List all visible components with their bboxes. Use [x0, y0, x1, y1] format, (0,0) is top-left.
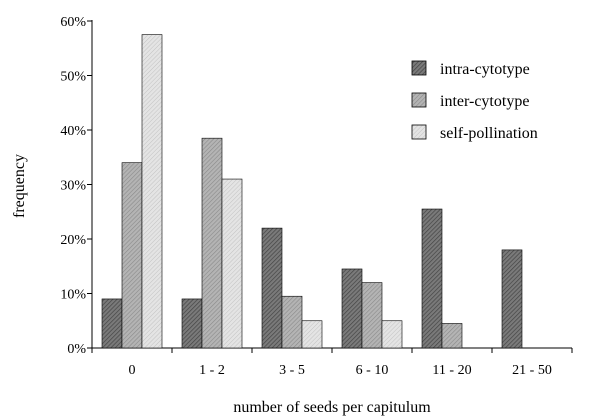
y-tick-label: 60%: [60, 15, 86, 30]
bar-inter-cytotype-4: [441, 323, 463, 349]
bar-intra-cytotype-1: [181, 298, 203, 349]
y-ticks: 0% 10% 20% 30% 40% 50% 60%: [60, 15, 92, 357]
y-axis-title: frequency: [11, 154, 28, 218]
bar-self-pollination-2: [301, 320, 323, 349]
bar-inter-cytotype-2: [281, 295, 303, 349]
legend-swatch: [411, 124, 427, 140]
bar-inter-cytotype-0: [121, 162, 143, 349]
bar-intra-cytotype-5: [501, 249, 523, 349]
x-tick-label: 1 - 2: [199, 363, 225, 378]
x-tick-label: 21 - 50: [512, 363, 552, 378]
bar-intra-cytotype-0: [101, 298, 123, 349]
legend-label: intra-cytotype: [440, 61, 530, 78]
bar-inter-cytotype-3: [361, 282, 383, 349]
bar-self-pollination-0: [141, 34, 163, 349]
legend-swatch: [411, 92, 427, 108]
y-tick-label: 50%: [60, 70, 86, 85]
bar-intra-cytotype-4: [421, 208, 443, 349]
y-tick-label: 20%: [60, 233, 86, 248]
y-tick-label: 10%: [60, 288, 86, 303]
legend-label: inter-cytotype: [440, 93, 529, 110]
bar-self-pollination-1: [221, 178, 243, 349]
x-tick-label: 6 - 10: [356, 363, 389, 378]
legend-label: self-pollination: [440, 125, 538, 142]
bars: [101, 34, 523, 349]
legend-swatch: [411, 60, 427, 76]
x-tick-label: 3 - 5: [279, 363, 305, 378]
y-tick-label: 0%: [67, 342, 86, 357]
x-tick-label: 0: [129, 363, 136, 378]
y-tick-label: 40%: [60, 124, 86, 139]
bar-self-pollination-3: [381, 320, 403, 349]
bar-inter-cytotype-1: [201, 137, 223, 349]
x-axis-title: number of seeds per capitulum: [233, 399, 431, 416]
bar-intra-cytotype-3: [341, 268, 363, 349]
y-tick-label: 30%: [60, 179, 86, 194]
x-tick-label: 11 - 20: [432, 363, 471, 378]
bar-intra-cytotype-2: [261, 227, 283, 349]
legend: intra-cytotype inter-cytotype self-pollina…: [411, 60, 538, 142]
x-ticks: 0 1 - 2 3 - 5 6 - 10 11 - 20 21 - 50: [91, 348, 573, 378]
